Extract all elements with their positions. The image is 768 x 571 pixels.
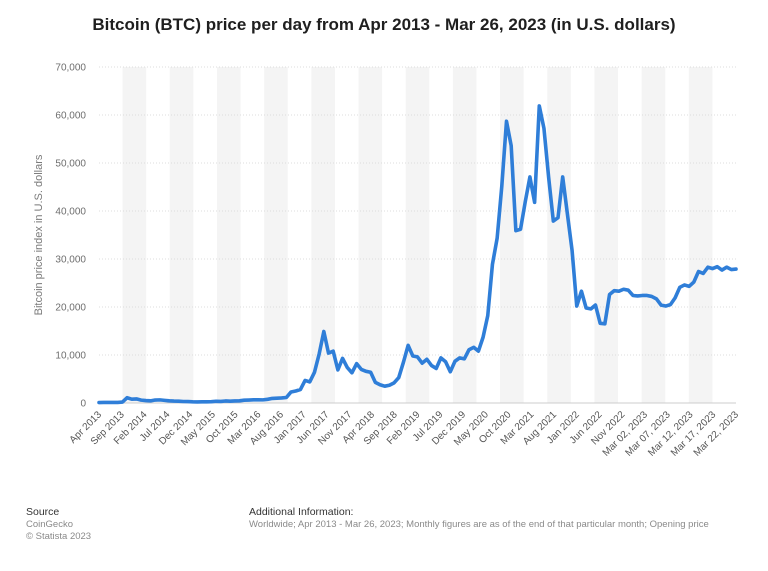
y-tick-label: 20,000 <box>55 303 86 314</box>
background-band <box>547 67 571 403</box>
y-gridlines <box>99 66 736 356</box>
y-tick-label: 30,000 <box>55 255 86 266</box>
price-series-line <box>97 104 738 405</box>
background-band <box>169 67 194 403</box>
background-band <box>641 67 666 403</box>
additional-info-text: Worldwide; Apr 2013 - Mar 26, 2023; Mont… <box>249 519 709 530</box>
background-band <box>594 67 619 403</box>
background-band <box>122 67 147 403</box>
y-axis-ticks: 0 10,000 20,000 30,000 40,000 50,000 60,000 70,… <box>55 63 86 410</box>
alternating-bands <box>122 67 713 403</box>
background-band <box>264 67 288 403</box>
background-band <box>688 67 713 403</box>
source-name: CoinGecko <box>26 519 73 530</box>
y-tick-label: 60,000 <box>55 111 86 122</box>
background-band <box>216 67 241 403</box>
background-band <box>311 67 335 403</box>
source-block: Source CoinGecko © Statista 2023 <box>26 506 91 543</box>
background-band <box>500 67 524 403</box>
y-tick-label: 40,000 <box>55 207 86 218</box>
y-tick-label: 50,000 <box>55 159 86 170</box>
background-band <box>452 67 477 403</box>
chart-title: Bitcoin (BTC) price per day from Apr 201… <box>92 15 676 34</box>
y-tick-label: 10,000 <box>55 351 86 362</box>
copyright: © Statista 2023 <box>26 531 92 542</box>
background-band <box>358 67 383 403</box>
y-tick-label: 70,000 <box>55 63 86 74</box>
source-title: Source <box>26 506 60 518</box>
background-band <box>405 67 430 403</box>
additional-info-block: Additional Information: Worldwide; Apr 2… <box>249 506 749 531</box>
additional-info-title: Additional Information: <box>249 506 354 518</box>
y-axis-label: Bitcoin price index in U.S. dollars <box>33 154 45 315</box>
y-tick-label: 0 <box>80 399 86 410</box>
